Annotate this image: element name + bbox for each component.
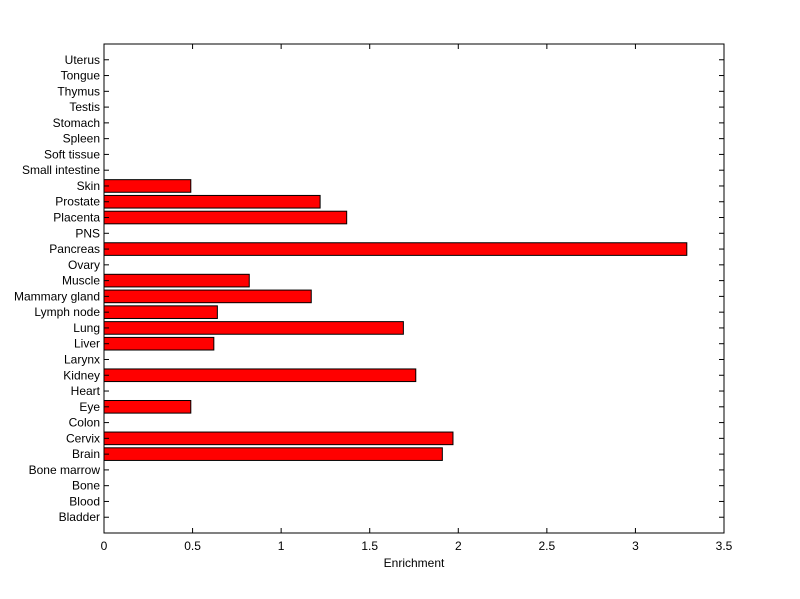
bar-mammary-gland xyxy=(103,289,312,304)
y-tick-label: Testis xyxy=(69,100,100,114)
x-tick-label: 0 xyxy=(101,539,108,553)
y-tick-label: Bone marrow xyxy=(29,463,101,477)
bar-liver xyxy=(103,336,215,351)
y-tick-label: Lymph node xyxy=(34,305,100,319)
y-tick-label: Eye xyxy=(79,400,100,414)
bar-eye xyxy=(103,399,192,414)
y-tick-label: Liver xyxy=(74,337,100,351)
axes-frame xyxy=(103,43,725,534)
y-tick-label: Stomach xyxy=(53,116,100,130)
bar-lymph-node xyxy=(103,305,218,319)
bar-skin xyxy=(103,179,192,193)
bar-brain xyxy=(103,447,443,461)
y-tick-label: Larynx xyxy=(64,352,100,366)
x-axis-label: Enrichment xyxy=(384,556,445,570)
y-tick-label: Soft tissue xyxy=(44,147,100,161)
y-tick-label: Pancreas xyxy=(49,242,100,256)
y-tick-label: Tongue xyxy=(61,69,101,83)
y-tick-label: Bladder xyxy=(59,510,100,524)
y-tick-label: Thymus xyxy=(57,84,100,98)
bar-placenta xyxy=(103,210,348,225)
y-tick-label: PNS xyxy=(75,226,100,240)
y-tick-label: Prostate xyxy=(55,195,100,209)
x-tick-label: 1.5 xyxy=(361,539,378,553)
x-tick-label: 3.5 xyxy=(716,539,733,553)
y-tick-label: Kidney xyxy=(63,368,100,382)
y-tick-label: Uterus xyxy=(65,53,100,67)
ticks-group xyxy=(103,44,725,533)
y-tick-label: Heart xyxy=(71,384,101,398)
y-tick-label: Lung xyxy=(73,321,100,335)
y-tick-label: Colon xyxy=(69,416,100,430)
bar-lung xyxy=(103,321,404,335)
bar-cervix xyxy=(103,431,454,446)
x-tick-label: 1 xyxy=(278,539,285,553)
x-tick-label: 3 xyxy=(632,539,639,553)
y-tick-label: Small intestine xyxy=(22,163,100,177)
y-tick-label: Placenta xyxy=(53,211,100,225)
y-tick-label: Muscle xyxy=(62,274,100,288)
bar-muscle xyxy=(103,273,250,288)
y-tick-label: Brain xyxy=(72,447,100,461)
x-tick-label: 2 xyxy=(455,539,462,553)
y-tick-label: Cervix xyxy=(66,431,100,445)
y-tick-label: Spleen xyxy=(63,132,100,146)
y-tick-label: Blood xyxy=(69,494,100,508)
bar-kidney xyxy=(103,368,417,383)
y-tick-label: Bone xyxy=(72,479,100,493)
y-tick-label: Skin xyxy=(77,179,100,193)
y-tick-label: Mammary gland xyxy=(14,289,100,303)
x-tick-label: 2.5 xyxy=(539,539,556,553)
bar-pancreas xyxy=(103,242,688,256)
y-tick-label: Ovary xyxy=(68,258,100,272)
bar-prostate xyxy=(103,194,321,209)
bars-group xyxy=(103,179,688,461)
x-tick-label: 0.5 xyxy=(184,539,201,553)
